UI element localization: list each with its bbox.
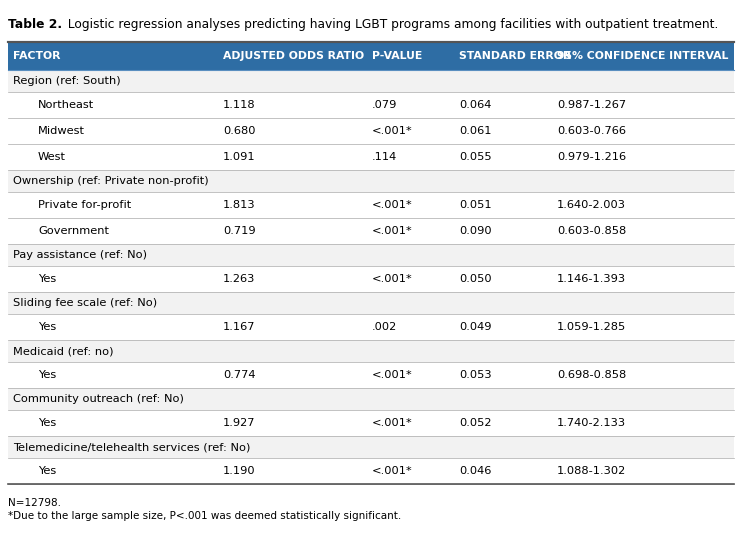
Text: 0.603-0.766: 0.603-0.766 (557, 126, 626, 136)
Text: <.001*: <.001* (372, 466, 413, 476)
Bar (8, 144, 734, 170)
Bar (8, 340, 734, 362)
Text: 0.061: 0.061 (459, 126, 491, 136)
Text: Midwest: Midwest (38, 126, 85, 136)
Text: 0.055: 0.055 (459, 152, 492, 162)
Text: 0.053: 0.053 (459, 370, 492, 380)
Text: 1.263: 1.263 (223, 274, 255, 284)
Text: Medicaid (ref: no): Medicaid (ref: no) (13, 346, 114, 356)
Text: Yes: Yes (38, 418, 56, 428)
Text: Yes: Yes (38, 370, 56, 380)
Bar (8, 314, 734, 340)
Text: 1.640-2.003: 1.640-2.003 (557, 200, 626, 210)
Text: <.001*: <.001* (372, 200, 413, 210)
Bar (8, 266, 734, 292)
Bar (8, 362, 734, 388)
Bar (8, 244, 734, 266)
Text: 0.049: 0.049 (459, 322, 491, 332)
Text: 0.603-0.858: 0.603-0.858 (557, 226, 626, 236)
Text: .079: .079 (372, 100, 398, 110)
Text: 0.050: 0.050 (459, 274, 492, 284)
Text: 0.090: 0.090 (459, 226, 492, 236)
Bar (8, 170, 734, 192)
Bar (8, 92, 734, 118)
Text: 0.046: 0.046 (459, 466, 491, 476)
Text: 0.680: 0.680 (223, 126, 255, 136)
Text: Sliding fee scale (ref: No): Sliding fee scale (ref: No) (13, 298, 157, 308)
Text: 1.088-1.302: 1.088-1.302 (557, 466, 626, 476)
Text: Yes: Yes (38, 274, 56, 284)
Text: Ownership (ref: Private non-profit): Ownership (ref: Private non-profit) (13, 176, 209, 186)
Text: 0.774: 0.774 (223, 370, 255, 380)
Text: Pay assistance (ref: No): Pay assistance (ref: No) (13, 250, 147, 260)
Bar (8, 42, 734, 70)
Text: 0.698-0.858: 0.698-0.858 (557, 370, 626, 380)
Bar (8, 410, 734, 436)
Text: Private for-profit: Private for-profit (38, 200, 131, 210)
Text: .002: .002 (372, 322, 397, 332)
Bar (8, 436, 734, 458)
Text: Logistic regression analyses predicting having LGBT programs among facilities wi: Logistic regression analyses predicting … (60, 18, 718, 31)
Bar (8, 292, 734, 314)
Text: 0.979-1.216: 0.979-1.216 (557, 152, 626, 162)
Bar (8, 388, 734, 410)
Text: 0.052: 0.052 (459, 418, 491, 428)
Text: <.001*: <.001* (372, 418, 413, 428)
Text: 1.927: 1.927 (223, 418, 255, 428)
Text: Table 2.: Table 2. (8, 18, 62, 31)
Text: <.001*: <.001* (372, 226, 413, 236)
Text: 0.051: 0.051 (459, 200, 492, 210)
Text: 0.719: 0.719 (223, 226, 256, 236)
Bar (8, 192, 734, 218)
Text: 1.091: 1.091 (223, 152, 256, 162)
Text: 1.146-1.393: 1.146-1.393 (557, 274, 626, 284)
Text: .114: .114 (372, 152, 397, 162)
Text: 1.813: 1.813 (223, 200, 256, 210)
Text: N=12798.: N=12798. (8, 498, 61, 508)
Text: Government: Government (38, 226, 109, 236)
Text: P-VALUE: P-VALUE (372, 51, 422, 61)
Text: 1.740-2.133: 1.740-2.133 (557, 418, 626, 428)
Text: STANDARD ERROR: STANDARD ERROR (459, 51, 571, 61)
Text: West: West (38, 152, 66, 162)
Text: <.001*: <.001* (372, 370, 413, 380)
Bar (8, 70, 734, 92)
Text: Yes: Yes (38, 466, 56, 476)
Text: Yes: Yes (38, 322, 56, 332)
Text: 0.987-1.267: 0.987-1.267 (557, 100, 626, 110)
Text: Telemedicine/telehealth services (ref: No): Telemedicine/telehealth services (ref: N… (13, 442, 250, 452)
Text: 1.059-1.285: 1.059-1.285 (557, 322, 626, 332)
Bar (8, 458, 734, 484)
Text: FACTOR: FACTOR (13, 51, 61, 61)
Text: <.001*: <.001* (372, 274, 413, 284)
Text: *Due to the large sample size, P<.001 was deemed statistically significant.: *Due to the large sample size, P<.001 wa… (8, 511, 401, 521)
Text: ADJUSTED ODDS RATIO: ADJUSTED ODDS RATIO (223, 51, 364, 61)
Text: 95% CONFIDENCE INTERVAL: 95% CONFIDENCE INTERVAL (557, 51, 729, 61)
Text: 0.064: 0.064 (459, 100, 491, 110)
Bar (8, 118, 734, 144)
Text: <.001*: <.001* (372, 126, 413, 136)
Text: 1.118: 1.118 (223, 100, 256, 110)
Text: 1.190: 1.190 (223, 466, 256, 476)
Text: 1.167: 1.167 (223, 322, 255, 332)
Text: Community outreach (ref: No): Community outreach (ref: No) (13, 394, 184, 404)
Text: Region (ref: South): Region (ref: South) (13, 76, 121, 86)
Text: Northeast: Northeast (38, 100, 94, 110)
Bar (8, 218, 734, 244)
